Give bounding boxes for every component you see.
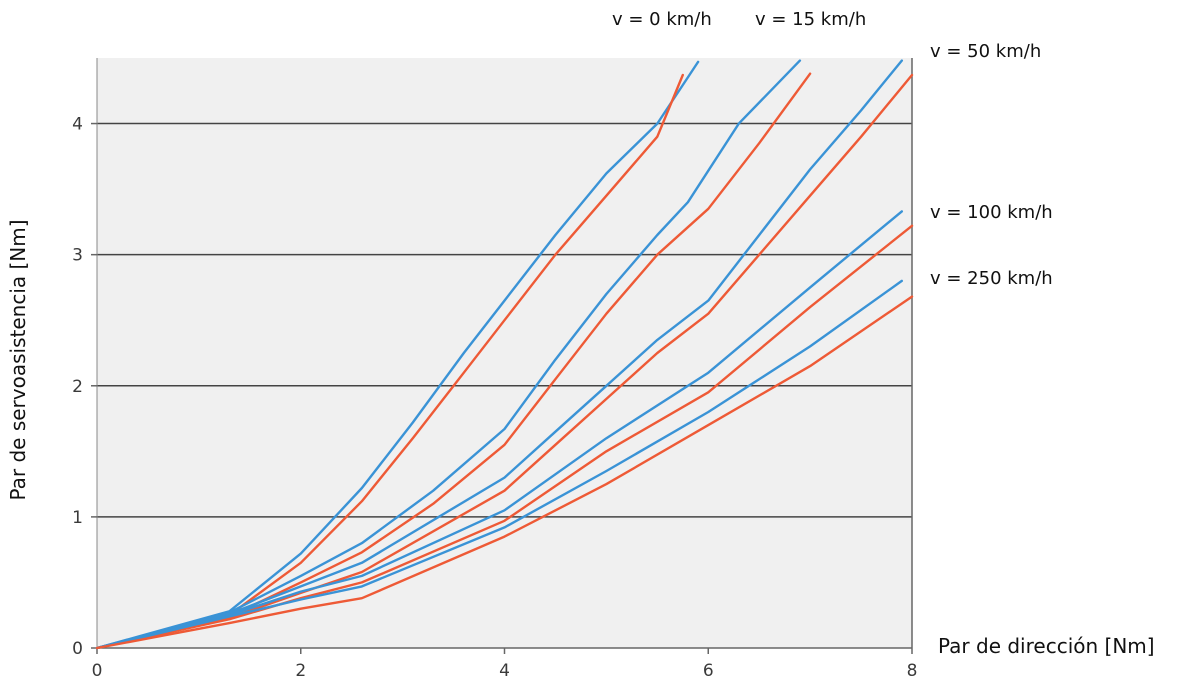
y-tick-label: 2 — [72, 377, 83, 397]
series-lines — [95, 59, 914, 650]
y-tick-label: 4 — [72, 115, 83, 135]
series-line-8 — [95, 279, 903, 650]
series-line-1 — [95, 73, 684, 650]
x-tick-label: 0 — [92, 661, 103, 681]
series-line-7 — [95, 224, 914, 650]
series-line-4 — [95, 59, 903, 650]
series-label-v15: v = 15 km/h — [755, 9, 866, 30]
series-line-2 — [95, 59, 802, 650]
x-axis-title: Par de dirección [Nm] — [938, 634, 1155, 658]
series-line-9 — [95, 295, 914, 650]
series-line-0 — [95, 60, 700, 650]
y-axis-title: Par de servoasistencia [Nm] — [6, 219, 30, 500]
series-label-v50: v = 50 km/h — [930, 41, 1041, 62]
y-tick-label: 0 — [72, 639, 83, 659]
x-tick-label: 4 — [499, 661, 510, 681]
series-label-v250: v = 250 km/h — [930, 268, 1053, 289]
series-label-v0: v = 0 km/h — [612, 9, 712, 30]
series-line-5 — [95, 73, 914, 650]
y-tick-label: 1 — [72, 508, 83, 528]
series-line-3 — [95, 72, 812, 650]
series-line-6 — [95, 210, 903, 650]
plot-background — [97, 58, 912, 648]
x-tick-label: 8 — [907, 661, 918, 681]
series-label-v100: v = 100 km/h — [930, 202, 1053, 223]
y-tick-label: 3 — [72, 246, 83, 266]
x-tick-label: 2 — [295, 661, 306, 681]
ticks: 0 1 2 3 4 0 2 4 6 8 — [72, 115, 917, 681]
x-tick-label: 6 — [703, 661, 714, 681]
